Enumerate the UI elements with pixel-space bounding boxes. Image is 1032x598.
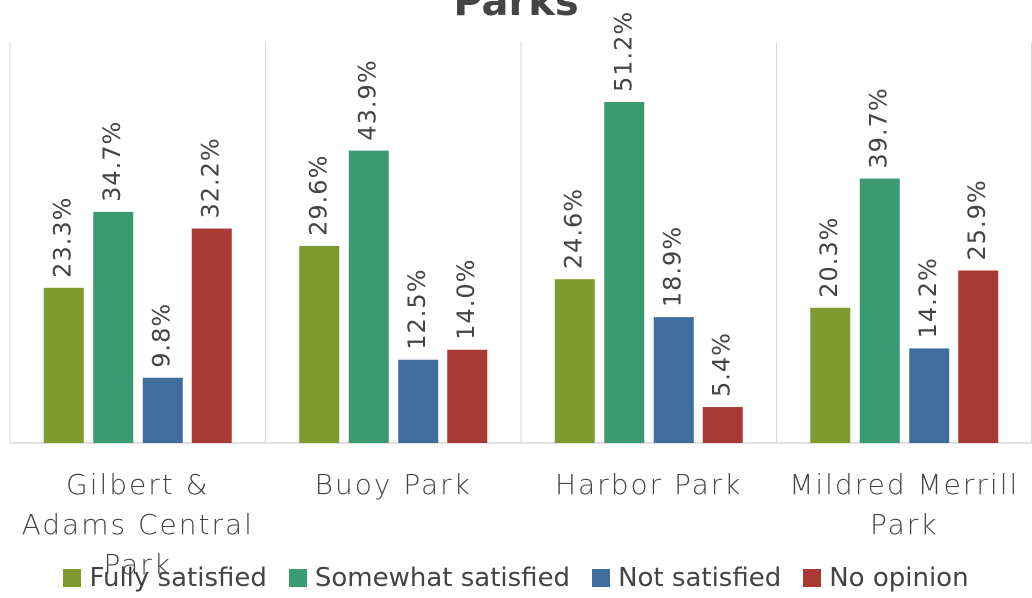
x-tick-label: Buoy Park bbox=[314, 468, 472, 501]
data-label: 20.3% bbox=[815, 217, 843, 298]
bar bbox=[93, 211, 134, 443]
bar bbox=[810, 307, 851, 443]
legend-item: Not satisfied bbox=[592, 563, 781, 593]
data-label: 32.2% bbox=[197, 137, 225, 218]
bar bbox=[702, 407, 743, 443]
bar bbox=[909, 348, 950, 443]
bar bbox=[398, 359, 439, 443]
legend-swatch bbox=[803, 569, 822, 587]
legend-swatch bbox=[592, 569, 611, 587]
bar bbox=[604, 102, 645, 443]
bar bbox=[142, 377, 183, 443]
bar bbox=[191, 228, 232, 443]
legend-label: Somewhat satisfied bbox=[314, 563, 571, 593]
bar bbox=[653, 317, 694, 443]
data-label: 9.8% bbox=[148, 303, 176, 368]
data-label: 29.6% bbox=[304, 155, 332, 236]
legend-item: Somewhat satisfied bbox=[288, 563, 571, 593]
data-label: 43.9% bbox=[354, 59, 382, 140]
legend-swatch bbox=[288, 569, 307, 587]
legend-item: Fully satisfied bbox=[63, 563, 267, 593]
data-label: 18.9% bbox=[659, 226, 687, 307]
data-label: 14.0% bbox=[452, 259, 480, 340]
bar bbox=[299, 245, 340, 443]
data-label: 14.2% bbox=[914, 257, 942, 338]
legend-label: No opinion bbox=[829, 563, 969, 593]
data-label: 34.7% bbox=[98, 121, 126, 202]
legend-label: Not satisfied bbox=[618, 563, 782, 593]
bar bbox=[554, 279, 595, 443]
x-tick-label: Mildred Merrill Park bbox=[789, 468, 1020, 541]
x-tick-label: Harbor Park bbox=[554, 468, 743, 501]
x-tick-label: Gilbert & Adams Central Park bbox=[21, 468, 254, 581]
data-label: 39.7% bbox=[865, 87, 893, 168]
data-label: 12.5% bbox=[403, 268, 431, 349]
data-label: 23.3% bbox=[49, 197, 77, 278]
data-label: 25.9% bbox=[963, 179, 991, 260]
legend: Fully satisfied Somewhat satisfied Not sat… bbox=[0, 563, 1032, 593]
bar bbox=[447, 349, 488, 443]
legend-item: No opinion bbox=[803, 563, 969, 593]
bar bbox=[859, 178, 900, 443]
bar bbox=[958, 270, 999, 443]
legend-swatch bbox=[63, 569, 82, 587]
data-label: 51.2% bbox=[609, 11, 637, 92]
data-label: 5.4% bbox=[708, 332, 736, 397]
data-label: 24.6% bbox=[560, 188, 588, 269]
legend-label: Fully satisfied bbox=[89, 563, 267, 593]
bar bbox=[43, 287, 84, 443]
chart-title: Parks bbox=[453, 0, 578, 25]
bar bbox=[348, 150, 389, 443]
